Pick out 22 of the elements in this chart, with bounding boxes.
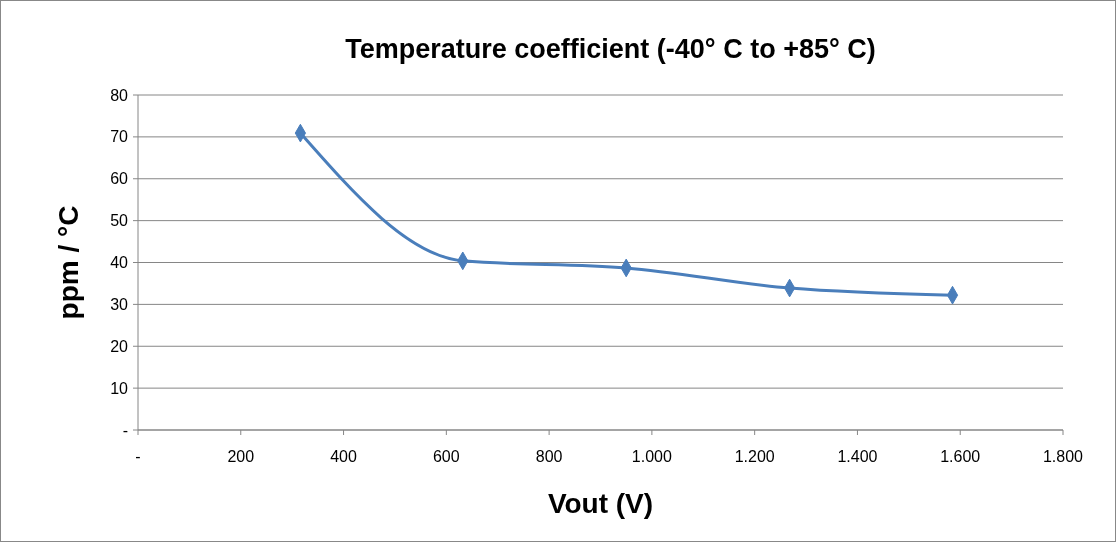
y-tick-label: 80 [110, 86, 129, 104]
x-tick-label: 800 [535, 448, 563, 465]
x-tick-label: 1.000 [631, 448, 673, 465]
y-tick-label: 30 [110, 295, 129, 313]
x-tick-label: 400 [330, 448, 357, 465]
x-tick-label: 200 [227, 448, 255, 465]
x-tick-label: 1.600 [940, 448, 981, 465]
chart-title: Temperature coefficient (-40° C to +85° C) [345, 34, 876, 64]
x-tick-label: 1.200 [734, 448, 775, 465]
y-tick-label: 20 [110, 337, 129, 355]
x-tick-label: 1.400 [837, 448, 878, 465]
y-tick-label: 50 [110, 212, 129, 230]
x-tick-label: 600 [432, 448, 460, 465]
x-tick-label: 1.800 [1042, 448, 1084, 465]
y-tick-label: 70 [110, 128, 129, 146]
y-tick-label: 60 [110, 170, 129, 188]
x-tick-label: - [135, 448, 141, 465]
y-tick-label: 10 [110, 379, 129, 397]
y-tick-label: - [122, 421, 128, 439]
y-axis-title: ppm / °C [53, 205, 84, 320]
x-axis-title: Vout (V) [547, 488, 654, 519]
y-tick-label: 40 [110, 254, 129, 272]
